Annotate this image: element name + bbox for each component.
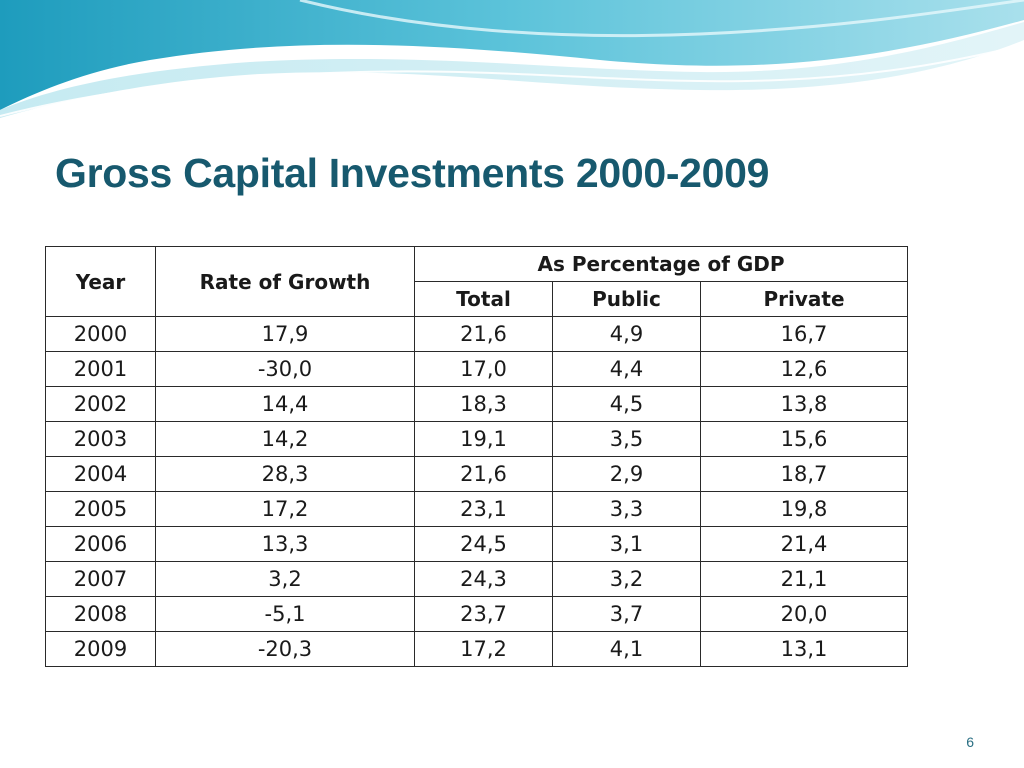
cell-rate-of-growth: 3,2 — [155, 561, 415, 597]
cell-private: 21,1 — [699, 561, 909, 597]
cell-rate-of-growth: 17,9 — [155, 316, 415, 352]
table-row: 2000 17,9 21,6 4,9 16,7 — [45, 316, 909, 352]
cell-rate-of-growth: -30,0 — [155, 351, 415, 387]
cell-total: 21,6 — [414, 316, 553, 352]
cell-total: 24,5 — [414, 526, 553, 562]
table-row: 2006 13,3 24,5 3,1 21,4 — [45, 526, 909, 562]
cell-public: 3,1 — [552, 526, 701, 562]
cell-private: 16,7 — [699, 316, 909, 352]
header-percentage-of-gdp: As Percentage of GDP — [413, 246, 909, 282]
table-row: 2004 28,3 21,6 2,9 18,7 — [45, 456, 909, 492]
cell-public: 2,9 — [552, 456, 701, 492]
header-rate-of-growth: Rate of Growth — [155, 246, 415, 317]
cell-rate-of-growth: 14,2 — [155, 421, 415, 457]
cell-year: 2006 — [45, 526, 156, 562]
cell-public: 3,7 — [552, 596, 701, 632]
cell-total: 23,7 — [414, 596, 553, 632]
table-row: 2009 -20,3 17,2 4,1 13,1 — [45, 631, 909, 667]
cell-rate-of-growth: 13,3 — [155, 526, 415, 562]
table-row: 2001 -30,0 17,0 4,4 12,6 — [45, 351, 909, 387]
cell-private: 18,7 — [699, 456, 909, 492]
cell-private: 15,6 — [699, 421, 909, 457]
cell-year: 2005 — [45, 491, 156, 527]
cell-public: 4,4 — [552, 351, 701, 387]
cell-year: 2002 — [45, 386, 156, 422]
cell-total: 24,3 — [414, 561, 553, 597]
table-row: 2005 17,2 23,1 3,3 19,8 — [45, 491, 909, 527]
table-row: 2008 -5,1 23,7 3,7 20,0 — [45, 596, 909, 632]
cell-private: 13,8 — [699, 386, 909, 422]
investment-table-container: Year Rate of Growth As Percentage of GDP… — [45, 246, 909, 667]
table-row: 2003 14,2 19,1 3,5 15,6 — [45, 421, 909, 457]
cell-private: 21,4 — [699, 526, 909, 562]
cell-rate-of-growth: 28,3 — [155, 456, 415, 492]
cell-total: 18,3 — [414, 386, 553, 422]
header-private: Private — [699, 281, 909, 317]
slide-page-number: 6 — [966, 734, 974, 750]
table-row: 2007 3,2 24,3 3,2 21,1 — [45, 561, 909, 597]
cell-private: 19,8 — [699, 491, 909, 527]
cell-rate-of-growth: 14,4 — [155, 386, 415, 422]
header-year: Year — [45, 246, 156, 317]
cell-total: 23,1 — [414, 491, 553, 527]
cell-public: 3,3 — [552, 491, 701, 527]
cell-total: 21,6 — [414, 456, 553, 492]
cell-private: 12,6 — [699, 351, 909, 387]
cell-year: 2008 — [45, 596, 156, 632]
cell-rate-of-growth: 17,2 — [155, 491, 415, 527]
cell-year: 2004 — [45, 456, 156, 492]
cell-private: 20,0 — [699, 596, 909, 632]
investment-table: Year Rate of Growth As Percentage of GDP… — [45, 246, 909, 667]
cell-rate-of-growth: -20,3 — [155, 631, 415, 667]
cell-public: 3,5 — [552, 421, 701, 457]
cell-public: 4,1 — [552, 631, 701, 667]
cell-year: 2007 — [45, 561, 156, 597]
slide-title: Gross Capital Investments 2000-2009 — [55, 150, 770, 196]
cell-year: 2003 — [45, 421, 156, 457]
header-public: Public — [552, 281, 701, 317]
cell-total: 17,0 — [414, 351, 553, 387]
cell-rate-of-growth: -5,1 — [155, 596, 415, 632]
cell-public: 4,9 — [552, 316, 701, 352]
cell-year: 2001 — [45, 351, 156, 387]
header-wave-decoration — [0, 0, 1024, 118]
table-header-row: Year Rate of Growth As Percentage of GDP — [45, 246, 909, 317]
header-total: Total — [414, 281, 553, 317]
cell-year: 2000 — [45, 316, 156, 352]
table-row: 2002 14,4 18,3 4,5 13,8 — [45, 386, 909, 422]
cell-public: 4,5 — [552, 386, 701, 422]
cell-public: 3,2 — [552, 561, 701, 597]
cell-year: 2009 — [45, 631, 156, 667]
cell-total: 17,2 — [414, 631, 553, 667]
cell-total: 19,1 — [414, 421, 553, 457]
cell-private: 13,1 — [699, 631, 909, 667]
